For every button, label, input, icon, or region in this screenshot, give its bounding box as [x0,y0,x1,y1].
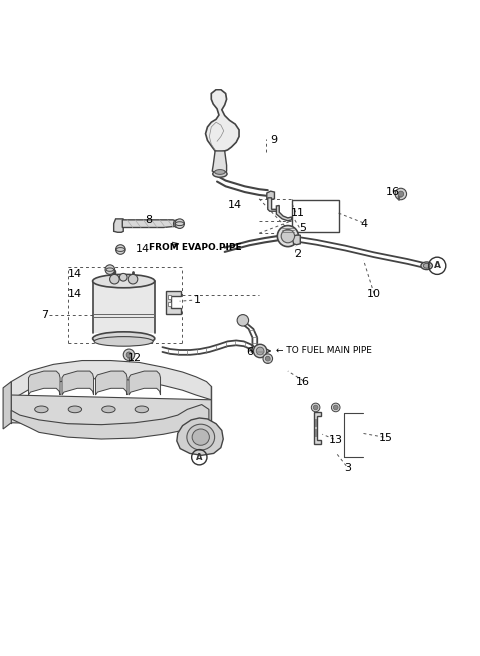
Text: 14: 14 [228,199,242,209]
Circle shape [109,274,119,284]
Polygon shape [11,395,211,428]
Circle shape [312,403,320,412]
Ellipse shape [215,170,225,174]
Ellipse shape [102,406,115,413]
Text: 8: 8 [145,215,153,225]
Text: A: A [434,261,441,270]
Circle shape [263,354,273,363]
Ellipse shape [173,220,180,228]
Circle shape [398,191,404,197]
Circle shape [116,245,125,255]
Text: 5: 5 [299,224,306,234]
Polygon shape [267,191,275,199]
Polygon shape [314,412,322,444]
Polygon shape [11,361,211,400]
Polygon shape [205,90,239,152]
Text: 14: 14 [136,244,150,254]
Text: 16: 16 [386,186,400,197]
Polygon shape [3,382,11,429]
Polygon shape [93,281,155,333]
Polygon shape [96,371,127,395]
Polygon shape [212,151,227,174]
Text: 10: 10 [367,289,381,300]
Polygon shape [293,235,300,245]
Text: A: A [196,453,203,462]
Bar [315,419,316,426]
Circle shape [120,274,127,281]
Circle shape [175,219,184,228]
Circle shape [395,188,407,199]
Bar [315,430,316,436]
Polygon shape [268,198,277,211]
Text: 12: 12 [128,353,142,363]
Ellipse shape [423,264,430,268]
Text: ← TO FUEL MAIN PIPE: ← TO FUEL MAIN PIPE [276,346,372,356]
Ellipse shape [94,337,153,346]
Ellipse shape [93,274,155,288]
Circle shape [281,230,295,243]
Ellipse shape [421,262,432,270]
Text: 11: 11 [290,208,304,218]
Ellipse shape [192,429,209,445]
Polygon shape [11,405,209,439]
Circle shape [331,403,340,412]
Text: 14: 14 [68,289,82,300]
Text: 7: 7 [41,310,48,319]
Polygon shape [122,220,178,228]
Polygon shape [62,371,94,395]
Text: 6: 6 [246,347,253,357]
Circle shape [126,352,132,358]
Bar [292,199,338,232]
Ellipse shape [93,332,155,345]
Ellipse shape [68,406,82,413]
Circle shape [277,226,299,247]
Ellipse shape [35,406,48,413]
Ellipse shape [135,406,149,413]
Text: 2: 2 [294,249,301,259]
Polygon shape [129,371,160,395]
Text: 4: 4 [361,218,368,229]
Circle shape [265,356,270,361]
Circle shape [333,405,338,410]
Circle shape [128,274,138,284]
Text: 14: 14 [68,270,82,279]
Polygon shape [166,291,180,314]
Polygon shape [114,219,123,232]
Polygon shape [28,371,60,395]
Circle shape [237,315,249,326]
Polygon shape [276,205,292,221]
Circle shape [253,344,267,358]
Text: 15: 15 [379,433,393,443]
Circle shape [123,349,135,361]
Bar [168,302,171,306]
Text: 3: 3 [345,462,352,473]
Text: 9: 9 [270,135,277,146]
Circle shape [256,347,264,355]
Text: 13: 13 [329,436,343,445]
Text: FROM EVAPO.PIPE: FROM EVAPO.PIPE [149,243,242,252]
Circle shape [105,265,115,274]
Bar [168,295,171,299]
Ellipse shape [213,171,227,177]
Polygon shape [177,418,223,455]
Ellipse shape [187,424,215,450]
Circle shape [313,405,318,410]
Text: 1: 1 [193,295,201,305]
Text: 16: 16 [296,377,310,386]
